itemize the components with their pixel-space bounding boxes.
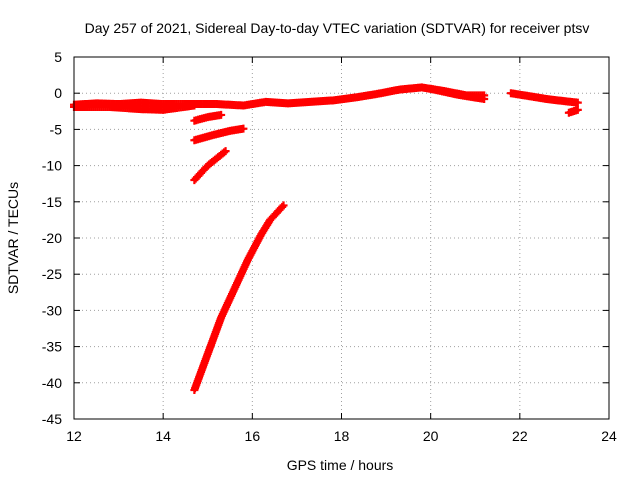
data-point bbox=[217, 110, 226, 119]
data-series bbox=[190, 110, 226, 125]
data-series bbox=[70, 101, 199, 114]
x-tick-label: 24 bbox=[601, 428, 617, 444]
data-series bbox=[190, 201, 288, 395]
y-axis-label: SDTVAR / TECUs bbox=[5, 182, 21, 294]
data-series bbox=[190, 147, 230, 185]
x-tick-label: 12 bbox=[66, 428, 82, 444]
y-tick-label: -45 bbox=[42, 411, 62, 427]
data-point bbox=[220, 148, 229, 157]
y-tick-label: -20 bbox=[42, 230, 62, 246]
x-tick-label: 18 bbox=[334, 428, 350, 444]
x-tick-label: 16 bbox=[245, 428, 261, 444]
y-tick-label: -35 bbox=[42, 339, 62, 355]
data-series bbox=[190, 124, 248, 145]
data-layer bbox=[70, 83, 582, 395]
y-tick-label: 5 bbox=[54, 49, 62, 65]
data-point bbox=[573, 105, 582, 114]
data-point bbox=[239, 124, 248, 133]
data-point bbox=[480, 94, 489, 103]
x-tick-label: 22 bbox=[512, 428, 528, 444]
data-series bbox=[506, 89, 582, 107]
data-point bbox=[279, 201, 288, 210]
y-tick-label: -40 bbox=[42, 375, 62, 391]
y-tick-label: -5 bbox=[50, 121, 63, 137]
data-point bbox=[190, 101, 199, 110]
y-tick-label: 0 bbox=[54, 85, 62, 101]
data-point bbox=[221, 147, 230, 156]
y-tick-label: -25 bbox=[42, 266, 62, 282]
data-series bbox=[564, 105, 582, 117]
ticks: 12 14 16 18 20 22 24 5 0 -5 -10 -15 -20 -25 -30 -35 -40 -… bbox=[42, 49, 617, 444]
x-tick-label: 14 bbox=[155, 428, 171, 444]
y-tick-label: -30 bbox=[42, 302, 62, 318]
y-tick-label: -15 bbox=[42, 194, 62, 210]
x-tick-label: 20 bbox=[423, 428, 439, 444]
x-axis-label: GPS time / hours bbox=[287, 457, 394, 473]
y-tick-label: -10 bbox=[42, 158, 62, 174]
data-point bbox=[573, 98, 582, 107]
data-point bbox=[278, 202, 287, 211]
data-series bbox=[426, 84, 489, 103]
chart-title: Day 257 of 2021, Sidereal Day-to-day VTE… bbox=[85, 20, 590, 36]
grid bbox=[74, 57, 609, 419]
